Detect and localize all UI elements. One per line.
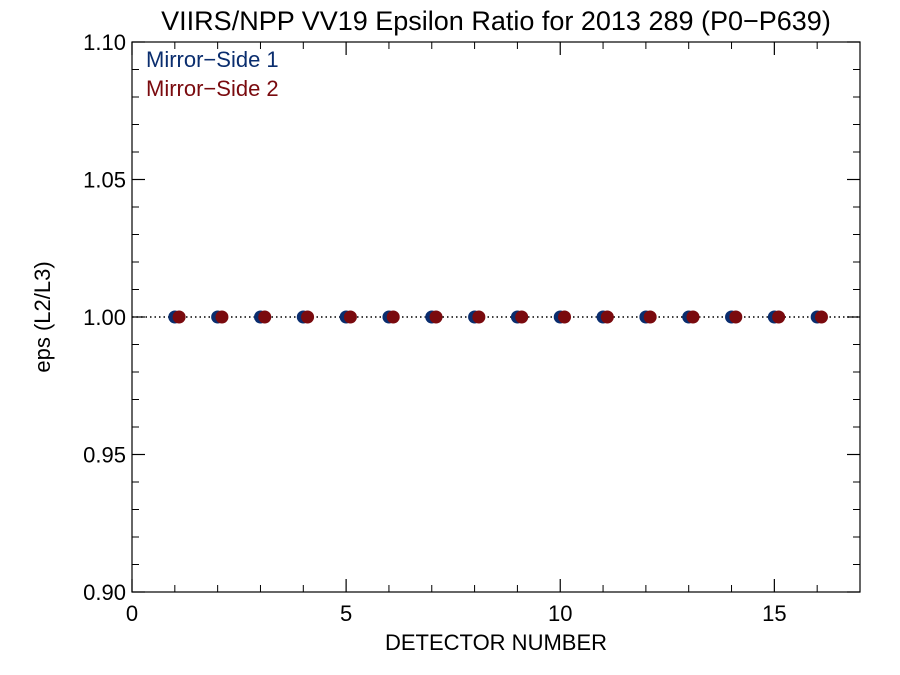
point-mirror-side-2 — [686, 310, 700, 324]
legend-entry-mirror-side-2: Mirror−Side 2 — [146, 76, 279, 101]
x-axis-label: DETECTOR NUMBER — [385, 630, 607, 655]
y-tick-label: 1.10 — [83, 30, 126, 55]
y-tick-label: 0.90 — [83, 580, 126, 605]
point-mirror-side-2 — [814, 310, 828, 324]
point-mirror-side-2 — [301, 310, 315, 324]
y-tick-label: 1.05 — [83, 168, 126, 193]
point-mirror-side-2 — [386, 310, 400, 324]
point-mirror-side-2 — [429, 310, 443, 324]
point-mirror-side-2 — [515, 310, 529, 324]
y-axis-label: eps (L2/L3) — [30, 261, 55, 372]
point-mirror-side-2 — [643, 310, 657, 324]
point-mirror-side-2 — [472, 310, 486, 324]
y-tick-label: 0.95 — [83, 443, 126, 468]
point-mirror-side-2 — [172, 310, 186, 324]
x-tick-label: 0 — [126, 601, 138, 626]
point-mirror-side-2 — [729, 310, 743, 324]
x-tick-label: 5 — [340, 601, 352, 626]
point-mirror-side-2 — [258, 310, 272, 324]
axis-tick-labels: 0 5 10 15 0.90 0.95 1.00 1.05 1.10 — [83, 30, 786, 626]
point-mirror-side-2 — [343, 310, 357, 324]
data-points — [168, 310, 828, 324]
x-tick-label: 10 — [548, 601, 572, 626]
legend-entry-mirror-side-1: Mirror−Side 1 — [146, 47, 279, 72]
axis-ticks — [131, 41, 861, 593]
x-tick-label: 15 — [762, 601, 786, 626]
point-mirror-side-2 — [558, 310, 572, 324]
y-tick-label: 1.00 — [83, 305, 126, 330]
chart-title: VIIRS/NPP VV19 Epsilon Ratio for 2013 28… — [161, 6, 831, 36]
legend: Mirror−Side 1 Mirror−Side 2 — [146, 47, 279, 101]
point-mirror-side-2 — [215, 310, 229, 324]
point-mirror-side-2 — [772, 310, 786, 324]
point-mirror-side-2 — [600, 310, 614, 324]
